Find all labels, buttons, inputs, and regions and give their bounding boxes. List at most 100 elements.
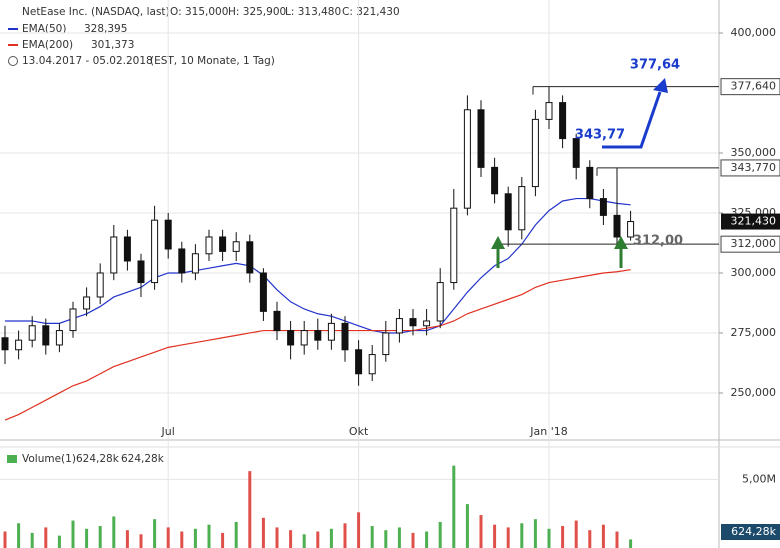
candle-body xyxy=(137,260,145,284)
volume-bar xyxy=(153,519,157,548)
legend-value: 301,373 xyxy=(91,39,134,51)
volume-bar xyxy=(3,531,7,548)
legend: NetEase Inc. (NASDAQ, last) O: 315,000 H… xyxy=(7,6,400,465)
volume-bar xyxy=(139,534,143,548)
candle-body xyxy=(436,282,444,322)
volume-bar xyxy=(411,532,415,548)
volume-bar xyxy=(384,530,388,548)
candle-body xyxy=(42,325,50,346)
candle-body xyxy=(246,241,254,274)
x-tick-label: Okt xyxy=(349,425,369,438)
volume-bar xyxy=(343,523,347,548)
candle-body xyxy=(409,318,417,327)
volume-bar xyxy=(57,535,61,548)
volume-bar xyxy=(193,528,197,548)
candle-body xyxy=(545,102,553,120)
candle-body xyxy=(613,214,621,238)
candle-body xyxy=(151,219,159,284)
volume-bar xyxy=(493,524,497,548)
volume-bar xyxy=(207,524,211,548)
volume-bar xyxy=(329,528,333,548)
volume-bar xyxy=(234,521,238,548)
volume-bar xyxy=(275,527,279,548)
level-label: 312,000 xyxy=(731,237,777,250)
candle-body xyxy=(28,325,36,341)
volume-bar xyxy=(397,527,401,548)
header-open: O: 315,000 xyxy=(170,6,228,18)
candle-body xyxy=(314,330,322,341)
candle-body xyxy=(423,320,431,327)
volume-bar xyxy=(629,539,633,548)
candle-body xyxy=(96,272,104,298)
candle-body xyxy=(300,330,308,346)
volume-bar xyxy=(30,532,34,548)
last-price-marker xyxy=(721,213,780,230)
level-marker xyxy=(720,159,780,177)
level-annotation: 377,64 xyxy=(630,58,680,73)
candle-body xyxy=(572,138,580,168)
candle-body xyxy=(368,354,376,375)
volume-bar xyxy=(370,526,374,548)
candle-body xyxy=(110,236,118,274)
y-tick-label: 350,000 xyxy=(731,146,777,159)
y-tick-label: 5,00M xyxy=(742,472,776,485)
volume-bar xyxy=(479,515,483,548)
volume-bar xyxy=(71,520,75,548)
candle-body xyxy=(477,109,485,168)
volume-bar xyxy=(112,516,116,548)
volume-bar xyxy=(221,532,225,548)
volume-bar xyxy=(85,528,89,548)
volume-bar xyxy=(357,512,361,548)
candle-body xyxy=(586,166,594,200)
candle-body xyxy=(518,186,526,231)
header-high: H: 325,900 xyxy=(228,6,286,18)
volume-bar xyxy=(125,530,129,548)
candle-body xyxy=(504,193,512,231)
level-annotation: 343,77 xyxy=(575,128,625,143)
candle-body xyxy=(219,236,227,252)
volume-bar xyxy=(166,527,170,548)
header-close: C: 321,430 xyxy=(342,6,400,18)
volume-bar xyxy=(425,531,429,548)
legend-label: EMA(200) xyxy=(22,39,73,51)
x-tick-label: Jul xyxy=(161,425,175,438)
volume-value: 624,28k xyxy=(121,453,165,465)
candle-body xyxy=(559,102,567,140)
volume-bar xyxy=(520,523,524,548)
last-price-label: 321,430 xyxy=(731,215,777,228)
volume-value: 624,28k xyxy=(76,453,120,465)
legend-label: EMA(50) xyxy=(22,23,66,35)
y-tick-label: 300,000 xyxy=(731,266,777,279)
volume-bar xyxy=(506,527,510,548)
header-period: 13.04.2017 - 05.02.2018 xyxy=(22,55,153,67)
level-label: 377,640 xyxy=(731,80,777,93)
volume-bar xyxy=(289,530,293,548)
candle-body xyxy=(259,272,267,312)
volume-bar xyxy=(588,530,592,548)
header-settings: (EST, 10 Monate, 1 Tag) xyxy=(150,55,275,67)
level-marker xyxy=(720,235,780,253)
clock-icon xyxy=(8,56,18,66)
candle-body xyxy=(55,330,63,346)
arrow-head xyxy=(653,78,668,93)
arrow-head xyxy=(491,236,505,249)
candle-body xyxy=(273,310,281,332)
arrows xyxy=(491,78,668,268)
y-tick-label: 275,000 xyxy=(731,326,777,339)
candle-body xyxy=(531,118,539,188)
candle-body xyxy=(327,322,335,341)
candle-body xyxy=(191,253,199,274)
candle-body xyxy=(450,207,458,284)
volume-bar xyxy=(248,471,252,548)
volume-bar xyxy=(438,521,442,548)
candle-body xyxy=(123,236,131,262)
candle-body xyxy=(355,349,363,375)
volume-bar xyxy=(17,523,21,548)
candle-body xyxy=(627,221,635,238)
header-title: NetEase Inc. (NASDAQ, last) xyxy=(22,6,170,18)
candle-body xyxy=(463,109,471,209)
candle-body xyxy=(232,241,240,252)
